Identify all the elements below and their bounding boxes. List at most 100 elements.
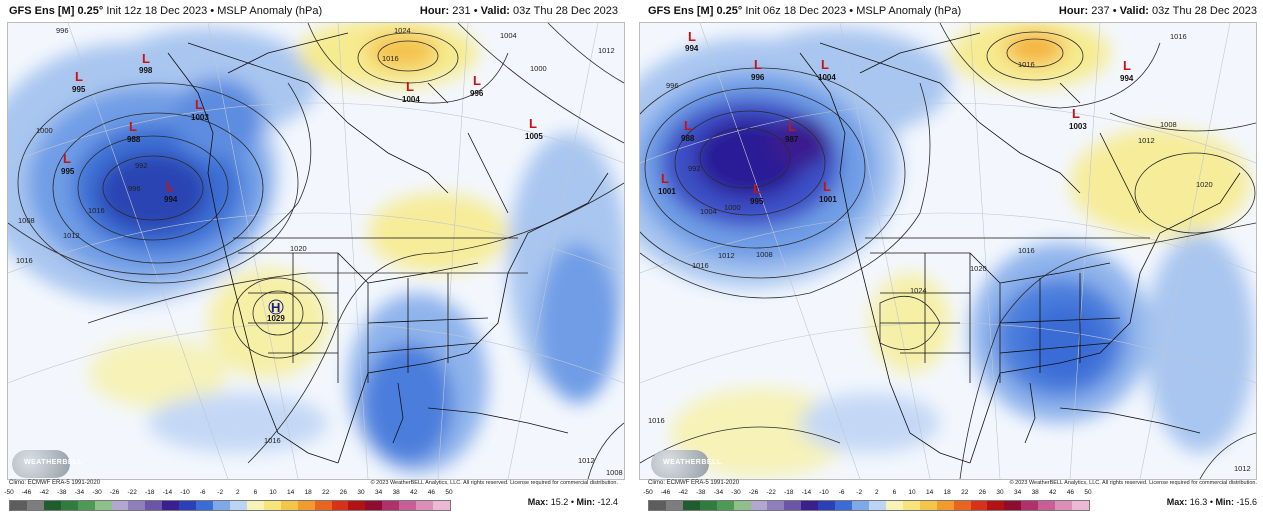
colorbar-tick-label: 30 <box>996 489 1004 496</box>
isobars <box>8 23 624 479</box>
svg-text:L: L <box>753 181 761 196</box>
hour-label: Hour: <box>1058 5 1089 17</box>
colorbar-tick-label: -26 <box>748 489 759 496</box>
svg-text:995: 995 <box>72 85 86 94</box>
svg-text:L: L <box>1072 106 1080 121</box>
colorbar-tick-label: -38 <box>696 489 706 496</box>
valid-label: Valid: <box>1119 5 1149 17</box>
svg-text:L: L <box>142 51 150 66</box>
colorbar-swatch <box>128 501 146 510</box>
colorbar-ticks: -50 -46 -42 -38 -34 -30 -26 -22 -18 -14 -10 -6 -2 2 6 1… <box>4 489 453 499</box>
valid-value: 03z Thu 28 Dec 2023 <box>1152 5 1257 17</box>
colorbar-tick-label: -42 <box>678 489 688 496</box>
svg-text:994: 994 <box>1120 74 1134 83</box>
svg-text:1008: 1008 <box>1160 120 1177 129</box>
colorbar-swatch <box>314 501 332 510</box>
coastlines <box>799 32 1241 464</box>
colorbar-ticks: -50 -46 -42 -38 -34 -30 -26 -22 -18 -14 -10 -6 -2 2 6 1… <box>643 489 1092 499</box>
valid-value: 03z Thu 28 Dec 2023 <box>513 5 618 17</box>
colorbar-tick-label: -14 <box>162 489 173 496</box>
coastlines <box>167 32 609 464</box>
svg-text:L: L <box>75 69 83 84</box>
colorbar-swatch <box>1038 501 1056 510</box>
svg-text:987: 987 <box>785 135 799 144</box>
colorbar-tick-label: -50 <box>643 489 653 496</box>
colorbar-swatch <box>953 501 971 510</box>
copyright-note: © 2023 WeatherBELL Analytics, LLC. All r… <box>1009 480 1257 486</box>
svg-text:996: 996 <box>666 81 679 90</box>
svg-text:1000: 1000 <box>36 126 53 135</box>
colorbar-tick-label: -30 <box>92 489 102 496</box>
climo-note: Climo: ECMWF ERA-5 1991-2020 <box>9 480 101 486</box>
model-name: GFS Ens [M] 0.25° <box>9 5 104 17</box>
colorbar-swatch <box>26 501 44 510</box>
colorbar-swatch <box>382 501 400 510</box>
valid-label: Valid: <box>480 5 510 17</box>
colorbar-swatch <box>399 501 417 510</box>
colorbar-tick-label: -46 <box>21 489 32 496</box>
field-name: MSLP Anomaly (hPa) <box>217 5 323 17</box>
svg-text:L: L <box>63 151 71 166</box>
svg-text:995: 995 <box>61 167 75 176</box>
svg-text:1012: 1012 <box>718 251 735 260</box>
colorbar-swatch <box>936 501 954 510</box>
svg-text:1016: 1016 <box>1018 246 1035 255</box>
svg-text:1016: 1016 <box>1170 32 1187 41</box>
svg-text:L: L <box>129 119 137 134</box>
colorbar-swatch <box>60 501 78 510</box>
colorbar-swatch <box>801 501 819 510</box>
colorbar-tick-label: 42 <box>1049 489 1057 496</box>
panel-header: GFS Ens [M] 0.25° Init 12z 18 Dec 2023 •… <box>9 5 618 17</box>
colorbar-tick-label: 18 <box>304 489 312 496</box>
svg-text:L: L <box>406 79 414 94</box>
colorbar-tick-label: 34 <box>374 489 383 496</box>
svg-text:1003: 1003 <box>191 113 209 122</box>
colorbar-swatch <box>1021 501 1039 510</box>
colorbar-tick-label: 18 <box>943 489 951 496</box>
anomaly-shading <box>640 23 1255 478</box>
isobars <box>640 23 1256 479</box>
svg-text:1016: 1016 <box>88 206 105 215</box>
colorbar-tick-label: 14 <box>925 489 934 496</box>
svg-text:1016: 1016 <box>264 436 281 445</box>
svg-text:1000: 1000 <box>724 203 741 212</box>
colorbar-swatch <box>213 501 230 510</box>
svg-text:1012: 1012 <box>1138 136 1155 145</box>
colorbar-tick-label: 50 <box>445 489 453 496</box>
colorbar-swatch <box>767 501 785 510</box>
svg-text:988: 988 <box>127 135 141 144</box>
colorbar-tick-label: -18 <box>784 489 794 496</box>
svg-text:996: 996 <box>751 73 765 82</box>
svg-text:996: 996 <box>470 89 484 98</box>
colorbar-swatch <box>433 501 450 510</box>
max-value: 15.2 <box>550 497 569 507</box>
isobar-labels: 996 1016 1008 1016 1012 1000 992 996 102… <box>16 26 623 477</box>
colorbar-tick-label: 50 <box>1084 489 1092 496</box>
colorbar <box>648 500 1090 511</box>
colorbar-swatch <box>179 501 197 510</box>
colorbar-tick-label: 42 <box>410 489 418 496</box>
colorbar-tick-label: 2 <box>874 489 879 496</box>
svg-text:L: L <box>684 118 692 133</box>
colorbar-tick-label: -14 <box>801 489 812 496</box>
hour-value: 231 <box>452 5 471 17</box>
svg-text:1004: 1004 <box>402 95 420 104</box>
colorbar-tick-label: 46 <box>1066 489 1075 496</box>
colorbar-swatch <box>416 501 434 510</box>
svg-text:994: 994 <box>164 195 178 204</box>
colorbar-tick-label: 10 <box>269 489 277 496</box>
svg-text:1008: 1008 <box>18 216 35 225</box>
copyright-note: © 2023 WeatherBELL Analytics, LLC. All r… <box>370 480 618 486</box>
colorbar-tick-label: 22 <box>961 489 969 496</box>
